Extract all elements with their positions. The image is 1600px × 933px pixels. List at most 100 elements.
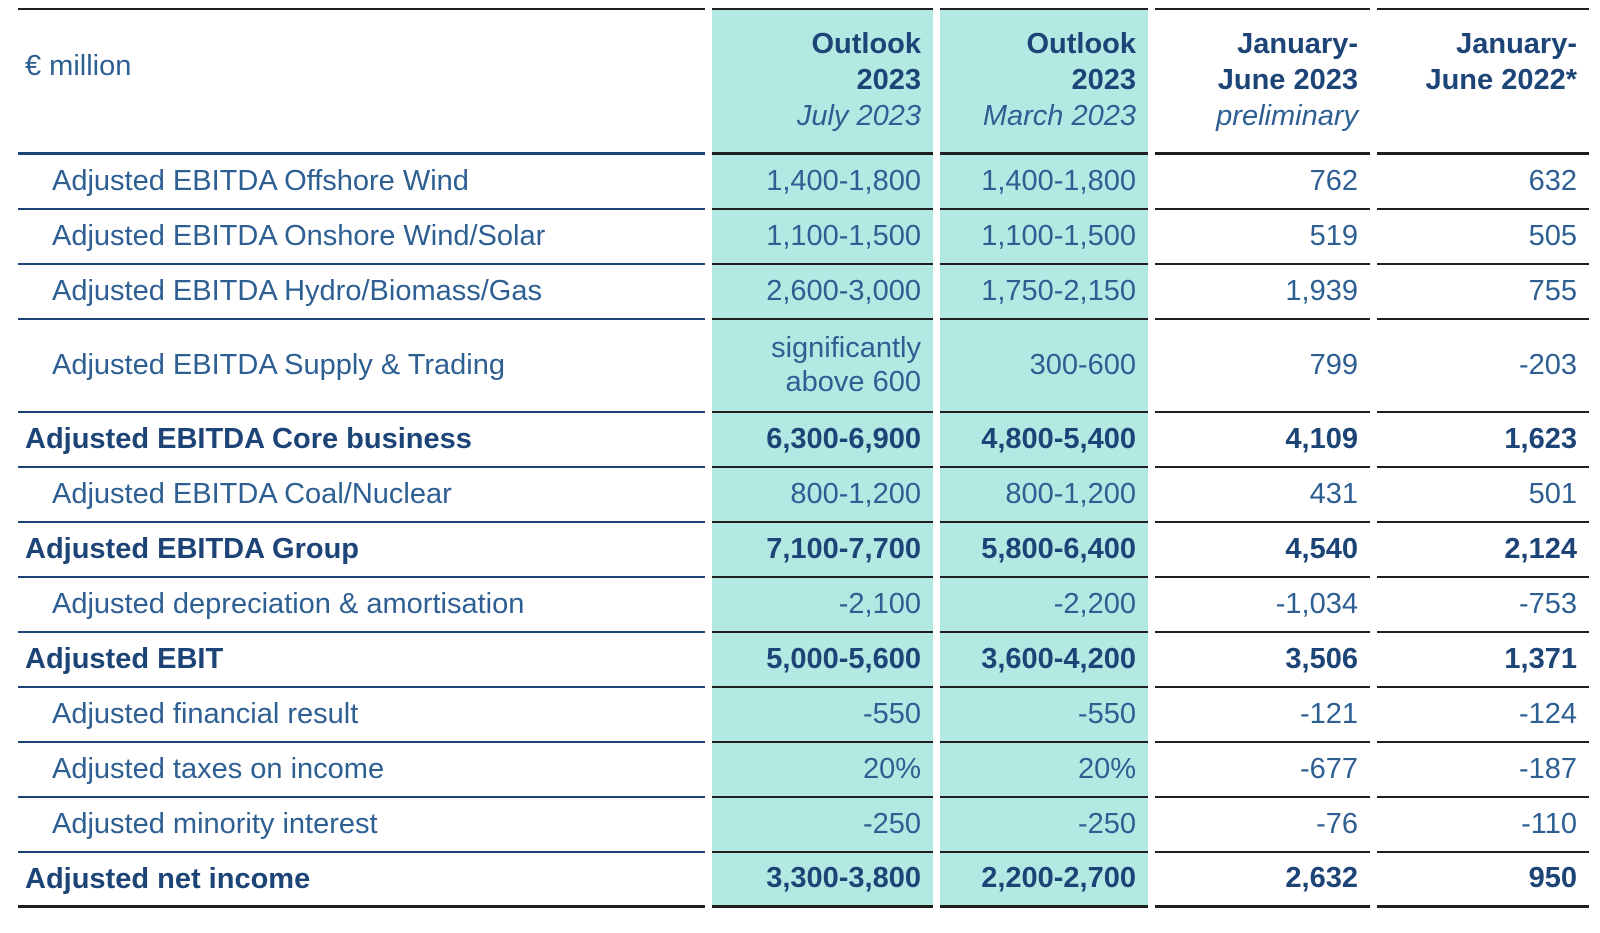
row-label: Adjusted EBITDA Hydro/Biomass/Gas: [18, 265, 705, 320]
row-label: Adjusted EBITDA Supply & Trading: [18, 320, 705, 413]
row-value: 1,623: [1377, 413, 1589, 468]
row-value: -550: [712, 688, 933, 743]
row-value: 632: [1377, 155, 1589, 210]
row-value-text: 1,623: [1504, 422, 1577, 455]
row-value: 501: [1377, 468, 1589, 523]
row-value-text: 800-1,200: [790, 477, 921, 510]
row-label-text: Adjusted net income: [25, 862, 311, 895]
row-label: Adjusted depreciation & amortisation: [18, 578, 705, 633]
row-value-text: -550: [862, 697, 921, 730]
row-value: 7,100-7,700: [712, 523, 933, 578]
row-value: -203: [1377, 320, 1589, 413]
row-value-text: -753: [1518, 587, 1577, 620]
row-label: Adjusted EBITDA Core business: [18, 413, 705, 468]
row-value-text: 3,600-4,200: [981, 642, 1136, 675]
row-value-text: 4,540: [1285, 532, 1358, 565]
row-value-text: 5,000-5,600: [766, 642, 921, 675]
row-value-text: 2,124: [1504, 532, 1577, 565]
row-value-text: 1,371: [1504, 642, 1577, 675]
row-value: significantly above 600: [712, 320, 933, 413]
row-value: 20%: [940, 743, 1148, 798]
row-value-text: 632: [1528, 164, 1577, 197]
row-value: 1,100-1,500: [940, 210, 1148, 265]
row-label: Adjusted EBITDA Group: [18, 523, 705, 578]
row-label-text: Adjusted EBITDA Offshore Wind: [52, 165, 469, 197]
row-value: 5,000-5,600: [712, 633, 933, 688]
row-value-text: -677: [1299, 752, 1358, 785]
row-value: 3,300-3,800: [712, 853, 933, 908]
row-value: -76: [1155, 798, 1370, 853]
column-header-subtitle: July 2023: [796, 100, 921, 132]
row-value: -187: [1377, 743, 1589, 798]
row-value: 800-1,200: [940, 468, 1148, 523]
row-label-text: Adjusted EBITDA Coal/Nuclear: [52, 478, 452, 510]
row-value-text: 20%: [862, 752, 921, 785]
row-label-text: Adjusted EBITDA Group: [25, 533, 360, 565]
row-value-text: -250: [862, 807, 921, 840]
row-value: -1,034: [1155, 578, 1370, 633]
row-value-text: significantly above 600: [771, 332, 921, 398]
row-label: Adjusted EBITDA Coal/Nuclear: [18, 468, 705, 523]
row-value-text: -1,034: [1275, 587, 1358, 620]
row-value: -124: [1377, 688, 1589, 743]
row-value-text: 431: [1309, 477, 1358, 510]
row-value: -753: [1377, 578, 1589, 633]
row-value: 1,750-2,150: [940, 265, 1148, 320]
row-value-text: 501: [1528, 477, 1577, 510]
row-value-text: 2,200-2,700: [981, 862, 1136, 895]
column-header-title-line: 2023: [856, 64, 921, 96]
row-value-text: 1,400-1,800: [766, 164, 921, 197]
fact-sheet-page: € million Outlook 2023 July 2023 Outlook 202…: [18, 8, 1589, 908]
row-value-text: 3,506: [1285, 642, 1358, 675]
row-value-text: 2,600-3,000: [766, 274, 921, 307]
row-value: 799: [1155, 320, 1370, 413]
column-header-3: January- June 2023 preliminary: [1155, 8, 1370, 155]
row-value-text: 4,800-5,400: [981, 422, 1136, 455]
row-value-text: -76: [1316, 807, 1358, 840]
row-label: Adjusted net income: [18, 853, 705, 908]
row-value: 1,400-1,800: [940, 155, 1148, 210]
row-value: 755: [1377, 265, 1589, 320]
row-label: Adjusted EBIT: [18, 633, 705, 688]
row-value-text: 6,300-6,900: [766, 422, 921, 455]
row-label: Adjusted financial result: [18, 688, 705, 743]
row-label-text: Adjusted EBITDA Hydro/Biomass/Gas: [52, 275, 542, 307]
row-value: 519: [1155, 210, 1370, 265]
row-value: -677: [1155, 743, 1370, 798]
row-value-text: 755: [1528, 274, 1577, 307]
row-label: Adjusted EBITDA Onshore Wind/Solar: [18, 210, 705, 265]
row-value-text: 20%: [1077, 752, 1136, 785]
row-value: 300-600: [940, 320, 1148, 413]
row-value: 1,100-1,500: [712, 210, 933, 265]
row-value-text: -124: [1518, 697, 1577, 730]
row-value: 950: [1377, 853, 1589, 908]
row-value: 1,939: [1155, 265, 1370, 320]
row-value: 2,124: [1377, 523, 1589, 578]
column-header-title-line: 2023: [1071, 64, 1136, 96]
row-value: 800-1,200: [712, 468, 933, 523]
row-label-text: Adjusted EBIT: [25, 643, 224, 675]
row-value: -121: [1155, 688, 1370, 743]
row-value: -550: [940, 688, 1148, 743]
column-header-subtitle: March 2023: [982, 100, 1136, 132]
column-header-title-line: Outlook: [1026, 28, 1136, 60]
row-value-text: 1,400-1,800: [981, 164, 1136, 197]
row-value-text: -2,100: [838, 587, 921, 620]
row-value-text: 4,109: [1285, 422, 1358, 455]
row-value-text: 3,300-3,800: [766, 862, 921, 895]
column-header-title-line: January-: [1237, 28, 1358, 60]
row-value-text: 762: [1309, 164, 1358, 197]
row-value-text: 1,750-2,150: [981, 274, 1136, 307]
row-value-text: 519: [1309, 219, 1358, 252]
row-value: 2,200-2,700: [940, 853, 1148, 908]
row-value-text: 1,100-1,500: [981, 219, 1136, 252]
row-value-text: 950: [1528, 862, 1577, 895]
row-label: Adjusted minority interest: [18, 798, 705, 853]
row-value: 5,800-6,400: [940, 523, 1148, 578]
row-value-text: -110: [1521, 807, 1577, 840]
row-value: 2,600-3,000: [712, 265, 933, 320]
row-value: 1,371: [1377, 633, 1589, 688]
row-value: -110: [1377, 798, 1589, 853]
row-value-text: 5,800-6,400: [981, 532, 1136, 565]
row-value-text: -2,200: [1053, 587, 1136, 620]
